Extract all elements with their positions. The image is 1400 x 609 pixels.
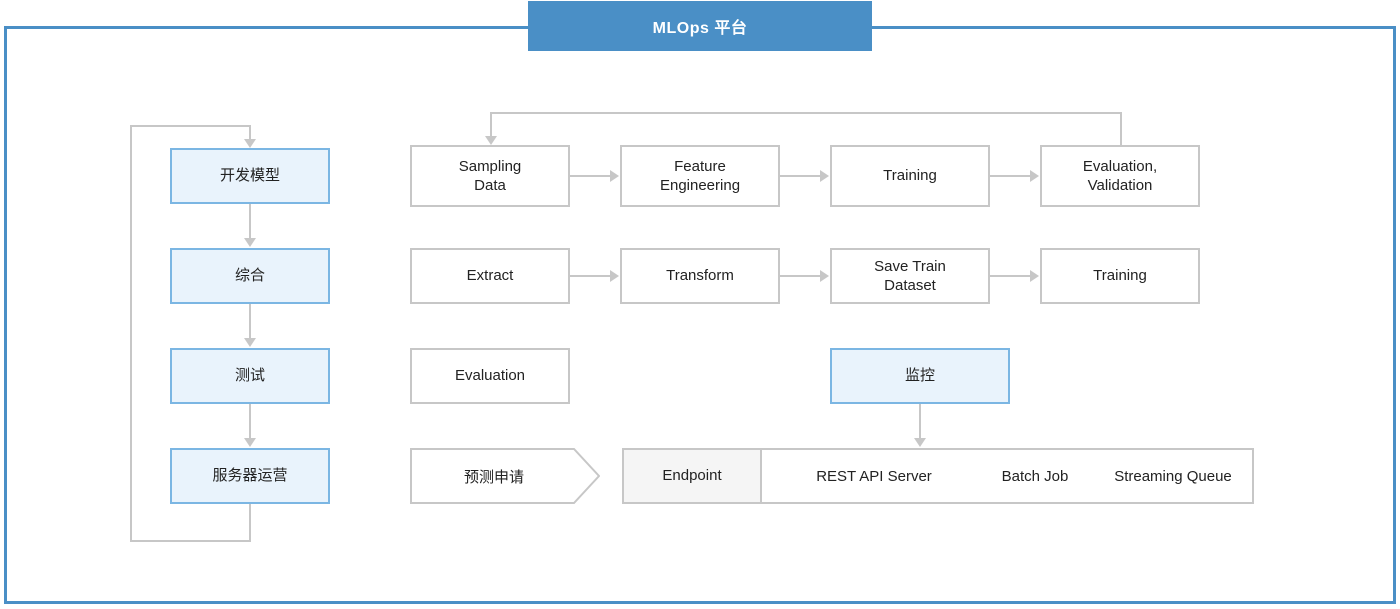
feedback-line xyxy=(1120,112,1122,145)
node-server-ops: 服务器运营 xyxy=(170,448,330,504)
cell-rest-api: REST API Server xyxy=(790,448,958,504)
label: 服务器运营 xyxy=(212,466,287,486)
loop-line xyxy=(130,125,249,127)
label: Evaluation xyxy=(455,366,525,386)
arrowhead-right-icon xyxy=(820,170,829,182)
node-predict-app: 预测申请 xyxy=(410,448,600,504)
node-train2: Training xyxy=(1040,248,1200,304)
cell-batch-job: Batch Job xyxy=(975,448,1095,504)
arrowhead-down-icon xyxy=(485,136,497,145)
loop-line xyxy=(249,125,251,139)
loop-line xyxy=(130,125,132,542)
arrow-line xyxy=(919,404,921,438)
arrow-line xyxy=(249,204,251,238)
arrowhead-down-icon xyxy=(244,139,256,148)
arrowhead-down-icon xyxy=(244,238,256,247)
node-savetrain: Save Train Dataset xyxy=(830,248,990,304)
label: 测试 xyxy=(235,366,265,386)
label: Training xyxy=(883,166,937,186)
label: Training xyxy=(1093,266,1147,286)
loop-line xyxy=(130,540,251,542)
label: Transform xyxy=(666,266,734,286)
label: Endpoint xyxy=(662,466,721,486)
node-integrate: 综合 xyxy=(170,248,330,304)
node-evaluation: Evaluation xyxy=(410,348,570,404)
arrowhead-right-icon xyxy=(1030,270,1039,282)
arrowhead-down-icon xyxy=(914,438,926,447)
cell-stream-q: Streaming Queue xyxy=(1098,448,1248,504)
node-evalval: Evaluation, Validation xyxy=(1040,145,1200,207)
arrow-line xyxy=(990,275,1030,277)
label: 预测申请 xyxy=(464,466,524,487)
label: 开发模型 xyxy=(220,166,280,186)
arrow-line xyxy=(570,175,610,177)
node-sampling: Sampling Data xyxy=(410,145,570,207)
label: REST API Server xyxy=(816,468,932,485)
node-endpoint: Endpoint xyxy=(622,448,762,504)
label: 综合 xyxy=(235,266,265,286)
node-dev-model: 开发模型 xyxy=(170,148,330,204)
label: Save Train Dataset xyxy=(874,257,946,296)
node-feateng: Feature Engineering xyxy=(620,145,780,207)
arrowhead-right-icon xyxy=(1030,170,1039,182)
label: Batch Job xyxy=(1002,468,1069,485)
arrow-line xyxy=(780,275,820,277)
arrowhead-right-icon xyxy=(820,270,829,282)
arrowhead-down-icon xyxy=(244,338,256,347)
title-text: MLOps 平台 xyxy=(653,14,748,38)
node-train1: Training xyxy=(830,145,990,207)
label: Extract xyxy=(467,266,514,286)
label: 监控 xyxy=(905,366,935,386)
label: Evaluation, Validation xyxy=(1083,157,1157,196)
node-transform: Transform xyxy=(620,248,780,304)
arrow-line xyxy=(780,175,820,177)
arrow-line xyxy=(570,275,610,277)
feedback-line xyxy=(490,112,1122,114)
arrowhead-right-icon xyxy=(610,270,619,282)
title-band: MLOps 平台 xyxy=(528,1,872,51)
node-test: 测试 xyxy=(170,348,330,404)
label: Sampling Data xyxy=(459,157,522,196)
arrow-line xyxy=(249,304,251,338)
label: Streaming Queue xyxy=(1114,468,1232,485)
label: Feature Engineering xyxy=(660,157,740,196)
loop-line xyxy=(249,504,251,540)
arrow-line xyxy=(990,175,1030,177)
feedback-line xyxy=(490,112,492,136)
arrowhead-right-icon xyxy=(610,170,619,182)
node-monitor: 监控 xyxy=(830,348,1010,404)
arrowhead-down-icon xyxy=(244,438,256,447)
arrow-line xyxy=(249,404,251,438)
node-extract: Extract xyxy=(410,248,570,304)
